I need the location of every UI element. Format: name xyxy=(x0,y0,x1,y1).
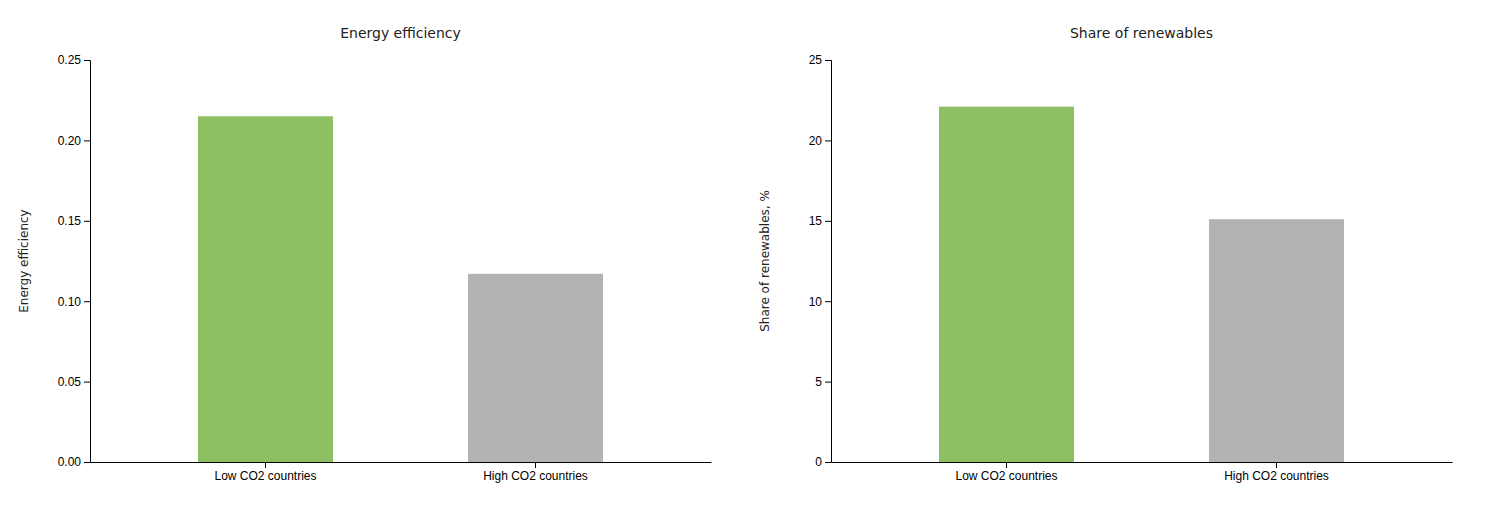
tick-mark xyxy=(84,221,90,222)
tick-label: High CO2 countries xyxy=(483,469,588,483)
tick: 0 xyxy=(815,455,831,469)
tick-label: 20 xyxy=(809,134,823,148)
tick: 5 xyxy=(815,375,831,389)
bars xyxy=(939,107,1344,462)
tick-label: High CO2 countries xyxy=(1224,469,1329,483)
title: Energy efficiency xyxy=(340,25,461,41)
tick: 25 xyxy=(809,53,831,67)
tick-mark xyxy=(84,60,90,61)
tick-mark xyxy=(265,462,266,468)
panel: 0 5 10 15 20 25 Low CO2 countries High CO2 coun… xyxy=(758,25,1453,483)
chart-canvas: 0.00 0.05 0.10 0.15 0.20 0.25 Low CO2 countrie… xyxy=(0,0,1492,522)
tick: 0.10 xyxy=(58,295,90,309)
tick: 0.00 xyxy=(58,455,90,469)
tick: 0.05 xyxy=(58,375,90,389)
bar xyxy=(939,107,1074,462)
tick: 0.15 xyxy=(58,214,90,228)
tick-label: 0.15 xyxy=(58,214,82,228)
tick-mark xyxy=(1006,462,1007,468)
tick-label: 0.25 xyxy=(58,53,82,67)
y-axis-title: Energy efficiency xyxy=(17,209,31,312)
x-axis: Low CO2 countries High CO2 countries xyxy=(91,462,712,483)
tick-mark xyxy=(825,462,831,463)
tick: Low CO2 countries xyxy=(955,462,1057,483)
tick: High CO2 countries xyxy=(483,462,588,483)
tick: Low CO2 countries xyxy=(214,462,316,483)
tick-label: 0 xyxy=(815,455,822,469)
tick-mark xyxy=(84,140,90,141)
tick-mark xyxy=(825,60,831,61)
y-axis: 0.00 0.05 0.10 0.15 0.20 0.25 xyxy=(58,53,91,469)
panel: 0.00 0.05 0.10 0.15 0.20 0.25 Low CO2 countrie… xyxy=(17,25,712,483)
tick-mark xyxy=(825,221,831,222)
tick: 15 xyxy=(809,214,831,228)
tick-mark xyxy=(84,462,90,463)
tick-mark xyxy=(825,140,831,141)
axis-line xyxy=(832,462,1453,463)
axis-line xyxy=(91,462,712,463)
tick-mark xyxy=(1276,462,1277,468)
y-axis-title: Share of renewables, % xyxy=(758,190,772,332)
tick-label: Low CO2 countries xyxy=(214,469,316,483)
tick-label: 5 xyxy=(815,375,822,389)
y-axis: 0 5 10 15 20 25 xyxy=(809,53,832,469)
axis-line xyxy=(825,61,832,463)
bar xyxy=(468,274,603,462)
tick-label: Low CO2 countries xyxy=(955,469,1057,483)
bar xyxy=(1209,219,1344,462)
tick-mark xyxy=(84,382,90,383)
tick-label: 0.00 xyxy=(58,455,82,469)
x-axis: Low CO2 countries High CO2 countries xyxy=(832,462,1453,483)
tick-mark xyxy=(84,301,90,302)
tick-mark xyxy=(825,301,831,302)
tick-label: 25 xyxy=(809,53,823,67)
tick-label: 0.20 xyxy=(58,134,82,148)
tick: 10 xyxy=(809,295,831,309)
title: Share of renewables xyxy=(1070,25,1213,41)
tick-label: 15 xyxy=(809,214,823,228)
bar xyxy=(198,116,333,462)
tick-label: 10 xyxy=(809,295,823,309)
tick-mark xyxy=(825,382,831,383)
tick: 0.20 xyxy=(58,134,90,148)
tick-mark xyxy=(535,462,536,468)
tick: 0.25 xyxy=(58,53,90,67)
axis-line xyxy=(84,61,91,463)
tick-label: 0.10 xyxy=(58,295,82,309)
tick-label: 0.05 xyxy=(58,375,82,389)
tick: 20 xyxy=(809,134,831,148)
tick: High CO2 countries xyxy=(1224,462,1329,483)
bars xyxy=(198,116,603,462)
